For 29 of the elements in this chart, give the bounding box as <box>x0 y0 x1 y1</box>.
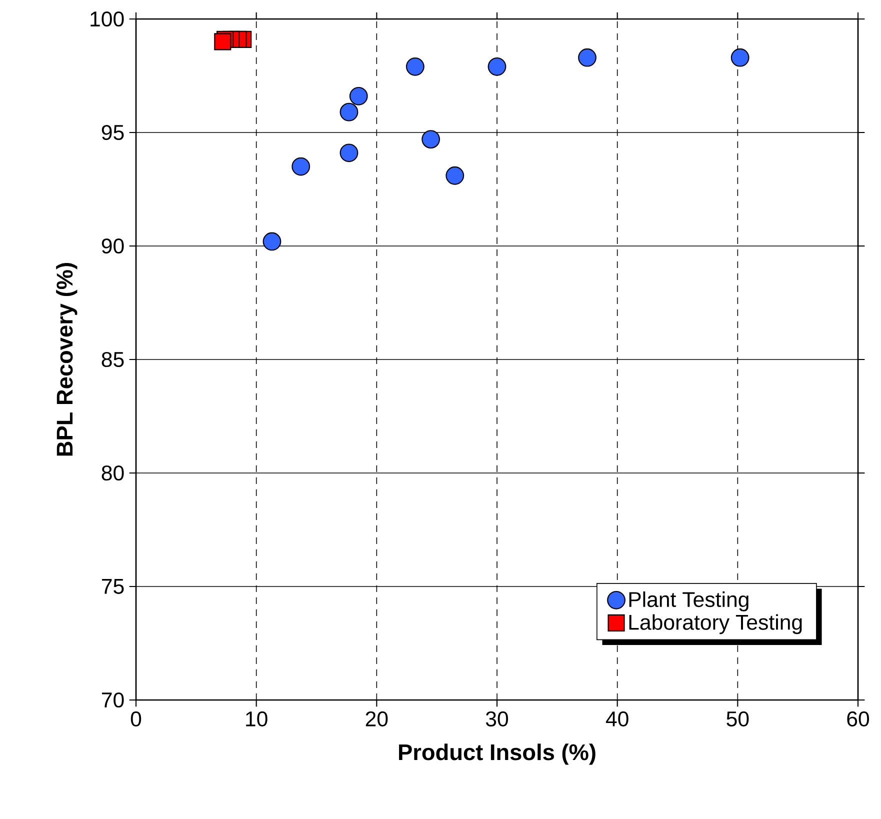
x-tick-label: 0 <box>130 711 142 726</box>
x-tick-label: 30 <box>486 711 508 726</box>
point <box>730 48 750 67</box>
x-tick-label: 60 <box>847 711 870 726</box>
x-axis-title: Product Insols (%) <box>399 744 596 765</box>
point <box>422 130 440 149</box>
y-axis-title: BPL Recovery (%) <box>56 263 78 456</box>
y-tick-label: 70 <box>102 692 124 708</box>
x-tick-label: 10 <box>246 711 268 726</box>
x-tick-label: 20 <box>366 711 388 726</box>
point <box>488 57 506 76</box>
y-tick-label: 90 <box>102 238 124 254</box>
point <box>406 57 424 76</box>
x-tick-label: 50 <box>726 711 749 726</box>
x-tick-label: 40 <box>606 711 628 726</box>
point <box>578 48 596 67</box>
point <box>292 157 310 176</box>
y-tick-label: 100 <box>90 11 124 27</box>
y-tick-label: 85 <box>102 352 124 368</box>
point <box>349 86 368 106</box>
point <box>262 232 282 251</box>
y-tick-label: 80 <box>102 465 124 481</box>
legend-label: Plant Testing <box>629 591 748 612</box>
point <box>446 166 464 185</box>
y-tick-label: 75 <box>102 579 124 594</box>
legend-label: Laboratory Testing <box>629 614 802 634</box>
point <box>340 102 358 122</box>
point <box>340 144 358 162</box>
y-tick-label: 95 <box>102 124 124 140</box>
